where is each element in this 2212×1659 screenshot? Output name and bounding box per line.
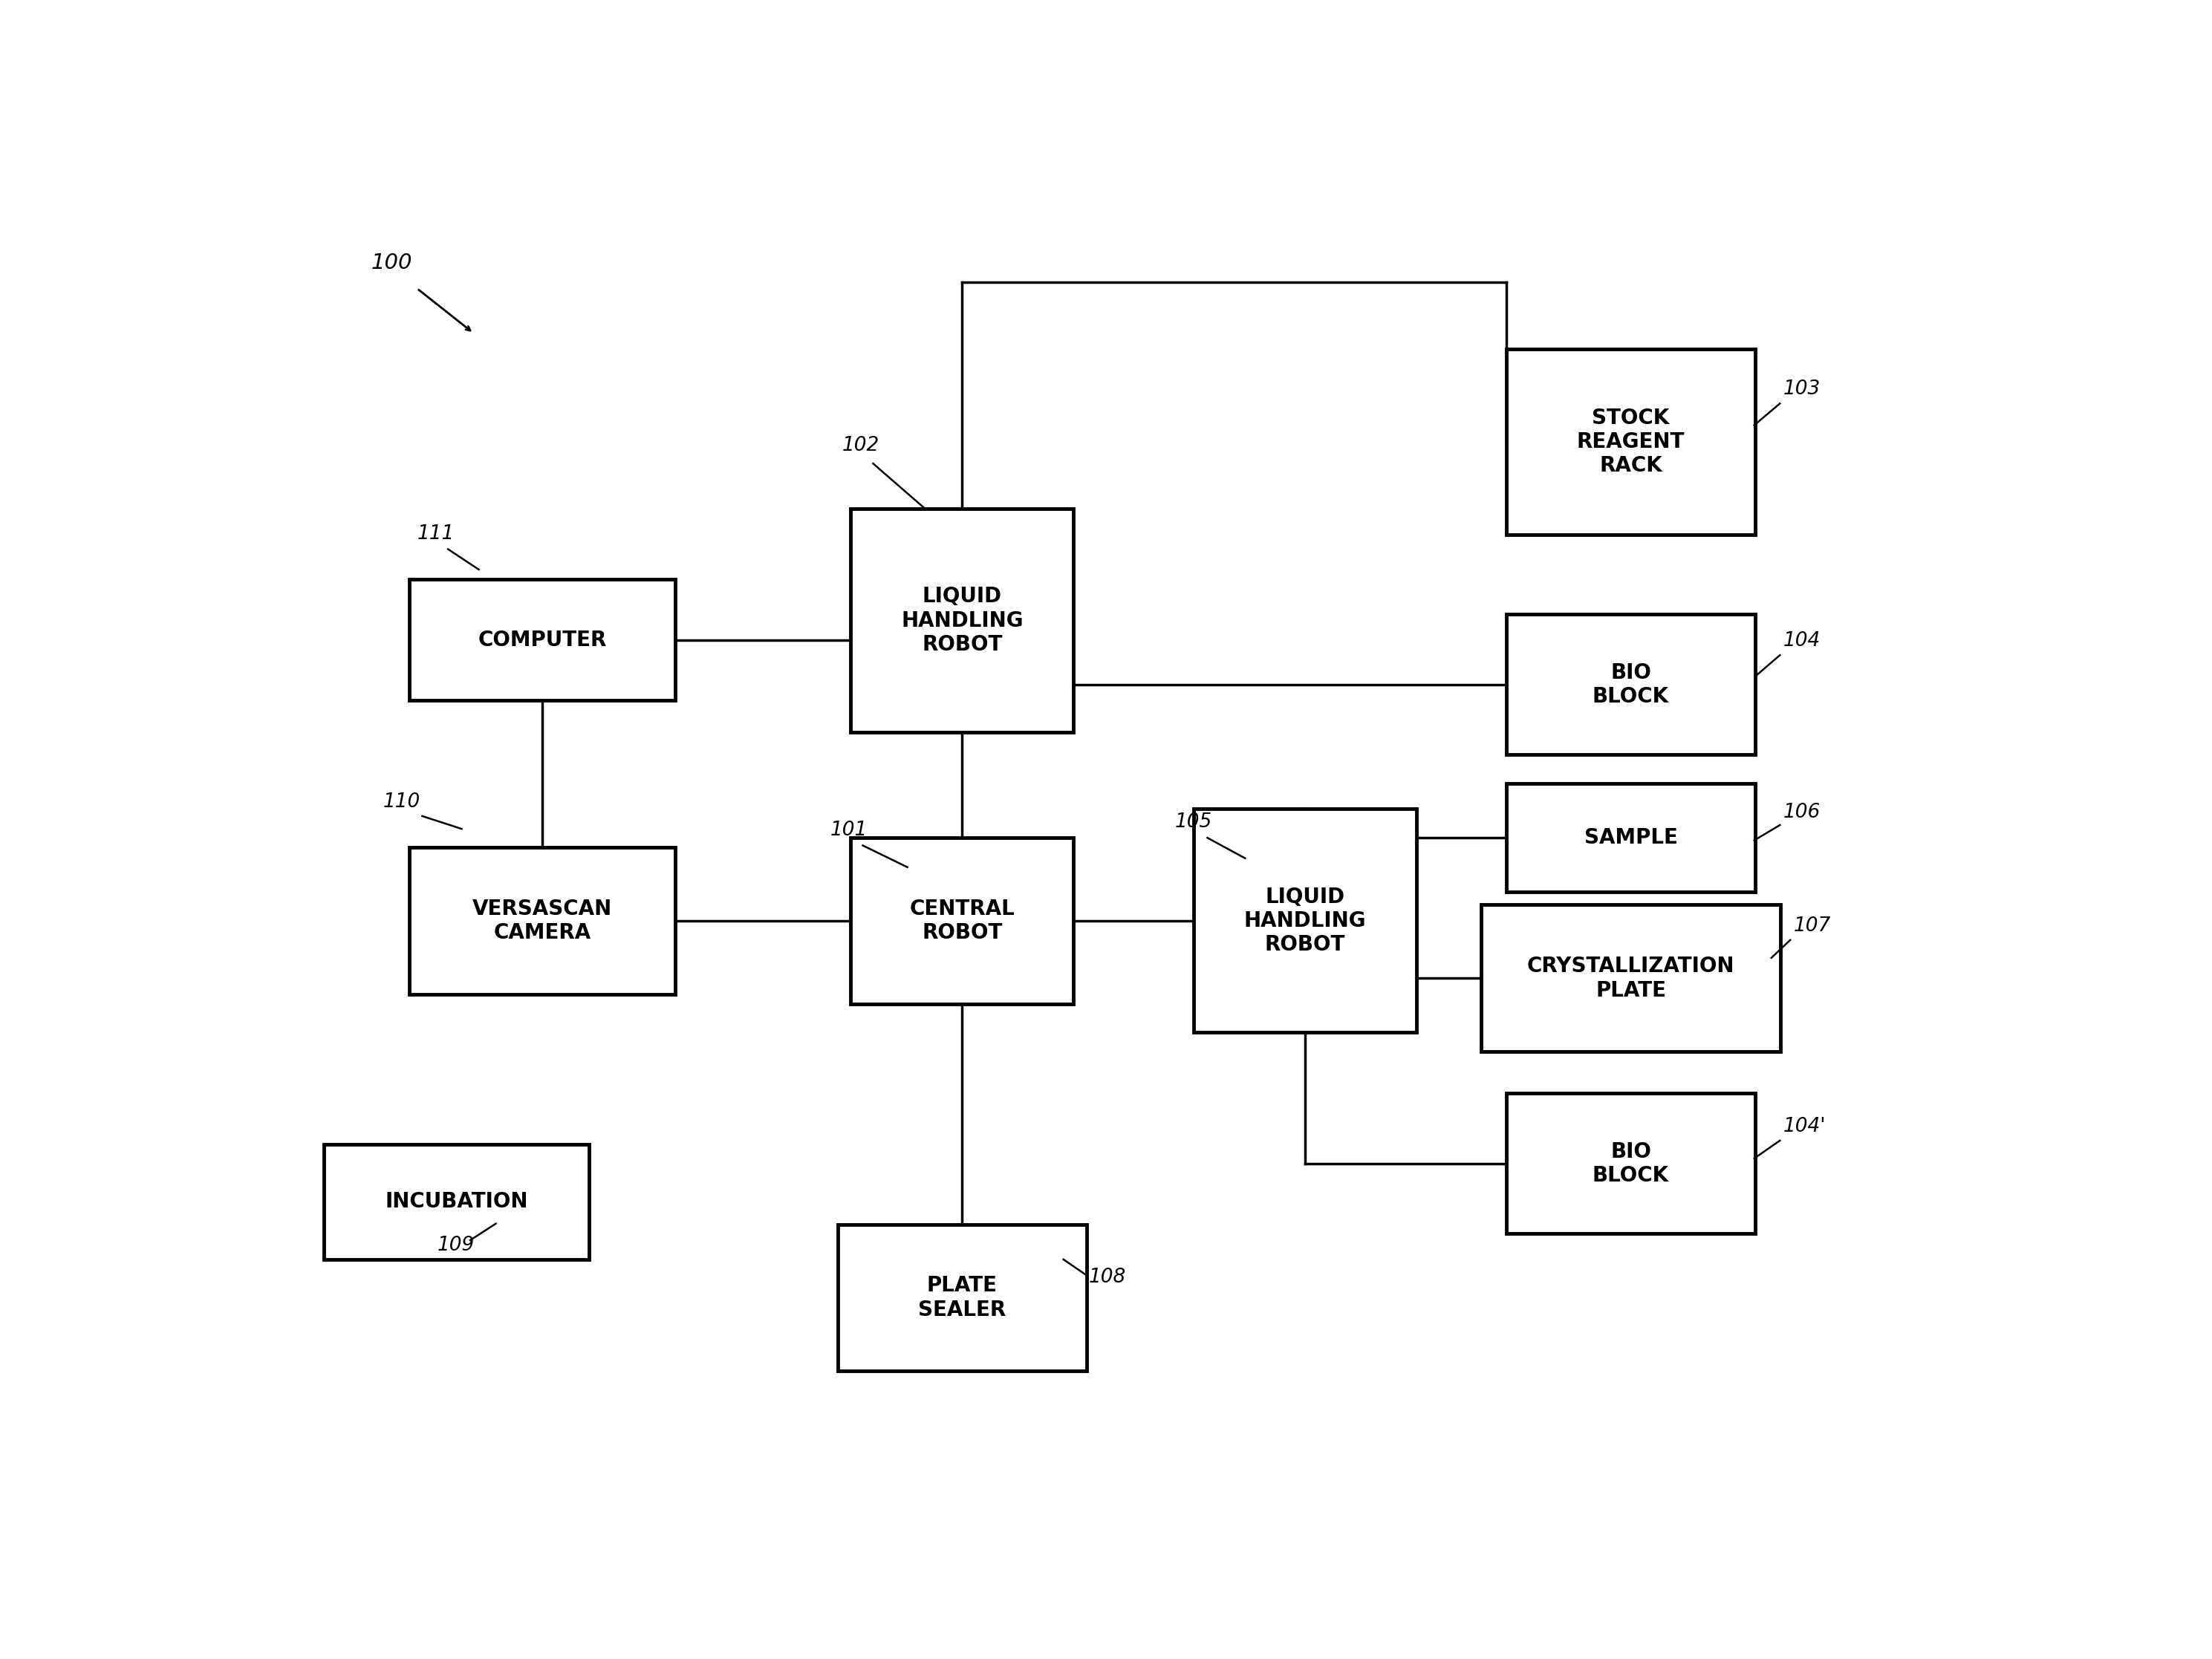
Text: COMPUTER: COMPUTER bbox=[478, 629, 606, 650]
Text: 104': 104' bbox=[1783, 1117, 1827, 1136]
FancyBboxPatch shape bbox=[1480, 904, 1781, 1052]
Text: INCUBATION: INCUBATION bbox=[385, 1191, 529, 1213]
Text: 103: 103 bbox=[1783, 380, 1820, 398]
FancyBboxPatch shape bbox=[1506, 614, 1754, 755]
Text: CENTRAL
ROBOT: CENTRAL ROBOT bbox=[909, 899, 1015, 944]
FancyBboxPatch shape bbox=[1506, 783, 1754, 893]
FancyBboxPatch shape bbox=[409, 579, 675, 700]
Text: 111: 111 bbox=[418, 524, 453, 544]
FancyBboxPatch shape bbox=[838, 1224, 1086, 1370]
Text: 106: 106 bbox=[1783, 803, 1820, 821]
Text: 101: 101 bbox=[830, 821, 867, 839]
FancyBboxPatch shape bbox=[409, 848, 675, 994]
Text: VERSASCAN
CAMERA: VERSASCAN CAMERA bbox=[473, 899, 613, 944]
FancyBboxPatch shape bbox=[1506, 348, 1754, 534]
Text: LIQUID
HANDLING
ROBOT: LIQUID HANDLING ROBOT bbox=[900, 586, 1024, 655]
Text: 107: 107 bbox=[1794, 916, 1832, 936]
FancyBboxPatch shape bbox=[1194, 810, 1416, 1032]
Text: 108: 108 bbox=[1088, 1267, 1126, 1287]
Text: 109: 109 bbox=[438, 1236, 476, 1254]
Text: SAMPLE: SAMPLE bbox=[1584, 828, 1677, 848]
Text: BIO
BLOCK: BIO BLOCK bbox=[1593, 1141, 1670, 1186]
FancyBboxPatch shape bbox=[852, 509, 1073, 732]
Text: CRYSTALLIZATION
PLATE: CRYSTALLIZATION PLATE bbox=[1526, 956, 1734, 1000]
Text: 110: 110 bbox=[383, 793, 420, 811]
Text: 104: 104 bbox=[1783, 632, 1820, 650]
FancyBboxPatch shape bbox=[1506, 1093, 1754, 1234]
Text: 102: 102 bbox=[843, 436, 880, 455]
Text: LIQUID
HANDLING
ROBOT: LIQUID HANDLING ROBOT bbox=[1243, 886, 1367, 956]
Text: STOCK
REAGENT
RACK: STOCK REAGENT RACK bbox=[1577, 408, 1686, 476]
FancyBboxPatch shape bbox=[323, 1145, 588, 1259]
FancyBboxPatch shape bbox=[852, 838, 1073, 1004]
Text: PLATE
SEALER: PLATE SEALER bbox=[918, 1276, 1006, 1321]
Text: BIO
BLOCK: BIO BLOCK bbox=[1593, 662, 1670, 707]
Text: 105: 105 bbox=[1175, 813, 1212, 833]
Text: 100: 100 bbox=[372, 252, 411, 274]
